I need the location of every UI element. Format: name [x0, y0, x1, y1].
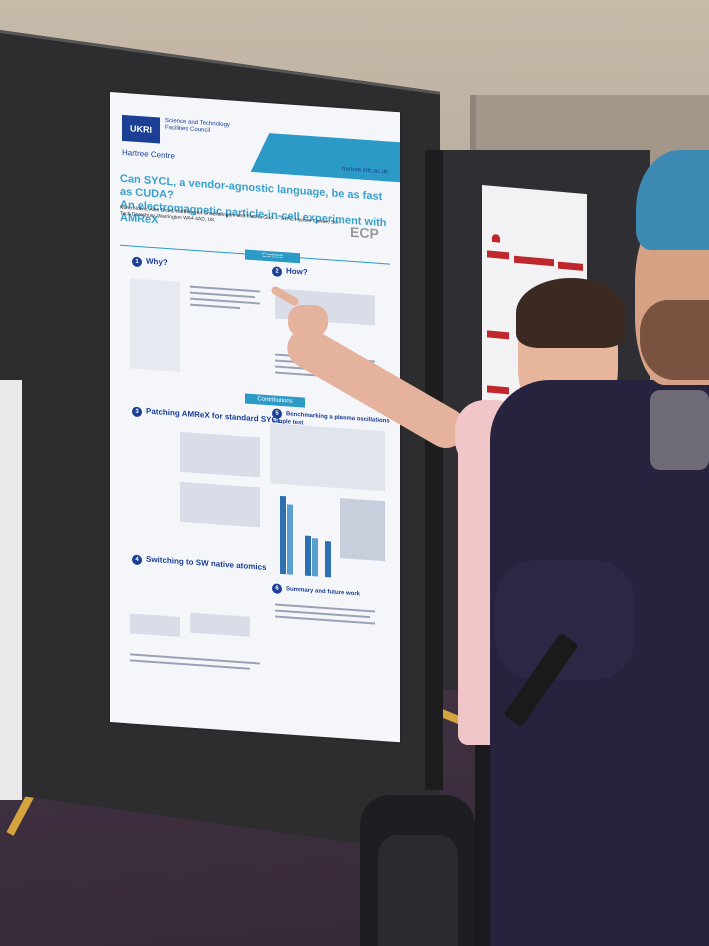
section-label: Switching to SW native atomics: [146, 554, 267, 572]
section-number: 4: [132, 554, 142, 566]
section-marker: [487, 385, 509, 395]
poster-header-text: [492, 214, 577, 221]
chart-bar: [287, 504, 293, 575]
flow-diagram: [270, 423, 385, 492]
person-beard: [640, 300, 709, 380]
chart-bar: [325, 541, 331, 578]
section-marker: [487, 330, 509, 340]
section-label: Summary and future work: [286, 586, 361, 598]
code-box: [180, 431, 260, 478]
research-poster: UKRI Science and Technology Facilities C…: [110, 92, 400, 743]
person-hair: [516, 278, 626, 348]
benchmark-chart: [275, 494, 335, 578]
hand: [288, 305, 328, 337]
section-label: Patching AMReX for standard SYCL: [146, 406, 283, 426]
section-heading: 4 Switching to SW native atomics: [132, 554, 266, 574]
poster-banner: [250, 133, 400, 183]
section-heading: 6 Summary and future work: [272, 583, 360, 599]
section-number: 3: [132, 406, 142, 418]
centre-name: Hartree Centre: [122, 147, 175, 161]
chart-bar: [312, 538, 318, 577]
code-box: [190, 612, 250, 637]
section-marker: [514, 255, 554, 267]
section-number: 1: [132, 256, 142, 268]
ecp-logo: ECP: [350, 223, 379, 242]
section-heading: 1 Why?: [132, 256, 168, 270]
diagram: [130, 278, 180, 372]
chart-bar: [305, 535, 311, 577]
board-edge: [0, 380, 22, 800]
code-box: [130, 613, 180, 637]
ukri-logo-icon: UKRI: [122, 114, 160, 144]
bag-strap: [650, 390, 709, 470]
section-number: 6: [272, 583, 282, 595]
chart-bar: [280, 495, 286, 575]
section-heading: 2 How?: [272, 265, 308, 279]
section-label: Why?: [146, 256, 168, 268]
section-label: How?: [286, 266, 308, 277]
text-line: [190, 291, 255, 299]
code-box: [180, 481, 260, 528]
text-line: [190, 303, 240, 310]
blue-cap: [636, 150, 709, 250]
org-name: Science and Technology Facilities Counci…: [165, 117, 230, 134]
contributions-bar: Contributions: [245, 393, 305, 408]
poster-logo: [492, 233, 500, 243]
section-heading: 3 Patching AMReX for standard SYCL: [132, 406, 282, 428]
results-table: [340, 498, 385, 562]
backpack-pocket: [378, 835, 458, 946]
section-marker: [558, 261, 583, 271]
section-marker: [487, 250, 509, 260]
section-number: 2: [272, 266, 282, 278]
section-number: 5: [272, 408, 282, 420]
board-pole: [425, 150, 443, 790]
